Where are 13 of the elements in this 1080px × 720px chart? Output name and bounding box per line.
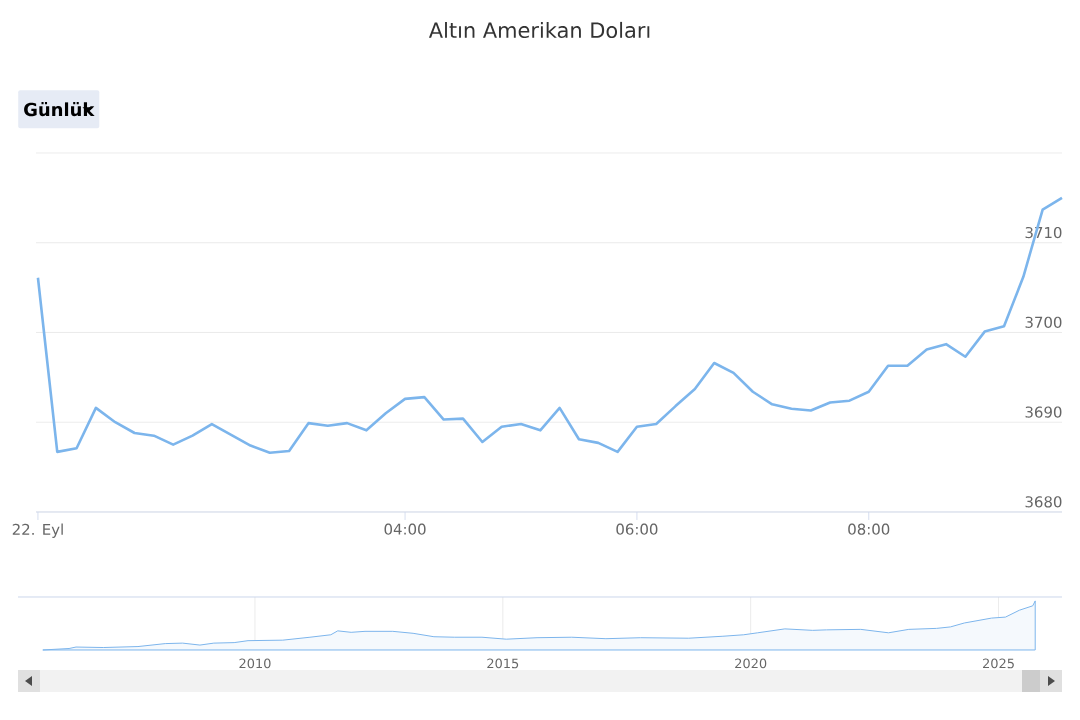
x-tick-label: 06:00: [616, 523, 658, 535]
x-tick-label: 2010: [239, 658, 271, 669]
y-tick-label: 3700: [1025, 316, 1062, 328]
chart-title: Altın Amerikan Doları: [428, 21, 650, 39]
x-tick-label: 2020: [735, 658, 767, 669]
x-tick-label: 2025: [983, 658, 1014, 669]
x-tick-label: 08:00: [848, 523, 890, 535]
x-tick-label: 2015: [487, 658, 519, 669]
y-tick-label: 3690: [1025, 406, 1062, 418]
text: Günlük: [24, 102, 95, 117]
x-tick-label: 04:00: [384, 523, 426, 535]
y-tick-label: 3680: [1025, 496, 1062, 508]
x-tick-label: 22. Eyl: [12, 523, 63, 538]
